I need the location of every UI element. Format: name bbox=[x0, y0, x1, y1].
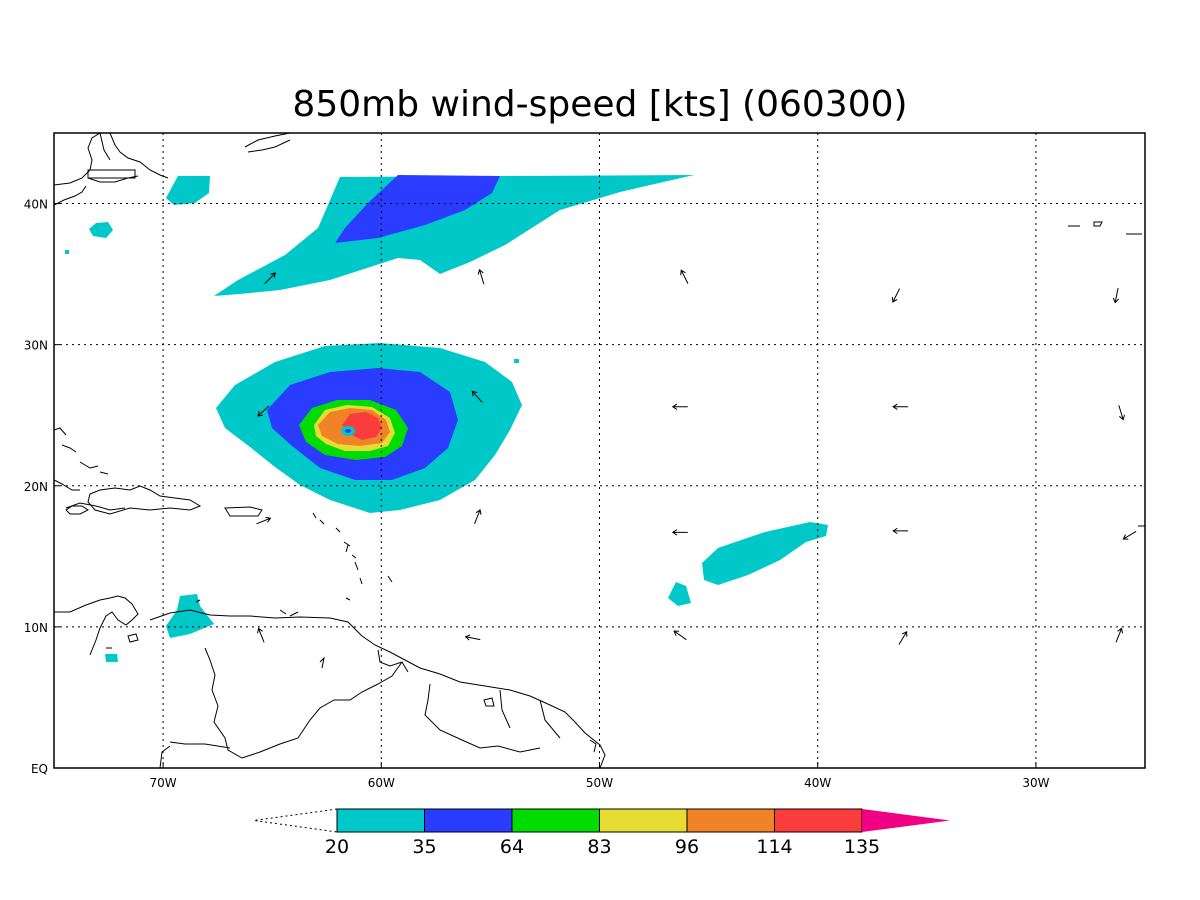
colorbar-level-label: 83 bbox=[587, 836, 611, 858]
coast-guianas-borders bbox=[159, 647, 561, 768]
colorbar-level-label: 20 bbox=[325, 836, 349, 858]
lat-tick-label: 40N bbox=[24, 198, 48, 212]
wind-arrow bbox=[891, 288, 901, 303]
colorbar-level-label: 64 bbox=[500, 836, 524, 858]
contour-20-east-band bbox=[702, 522, 828, 585]
plot-area bbox=[54, 133, 1145, 768]
wind-arrow bbox=[256, 516, 272, 525]
colorbar-swatch bbox=[424, 808, 513, 833]
wind-arrow bbox=[673, 630, 687, 641]
colorbar-upper-extension bbox=[862, 809, 950, 832]
contour-20-east-spot bbox=[668, 582, 691, 606]
contour-20-nw-blob bbox=[166, 176, 210, 205]
wind-arrow bbox=[474, 508, 482, 524]
wind-arrow bbox=[671, 529, 688, 536]
contour-20-tiny-dot-2 bbox=[514, 359, 519, 363]
contour-35-northern-jet bbox=[335, 175, 500, 243]
map-title: 850mb wind-speed [kts] (060300) bbox=[292, 84, 907, 125]
wind-arrow bbox=[1122, 530, 1137, 540]
wind-arrow bbox=[892, 403, 909, 410]
plot-frame bbox=[53, 132, 1146, 769]
wind-arrow bbox=[898, 630, 908, 645]
coast-north-america-2 bbox=[87, 133, 136, 179]
colorbar-lower-extension bbox=[253, 808, 338, 833]
colorbar-level-label: 96 bbox=[675, 836, 699, 858]
wind-vectors bbox=[256, 268, 1137, 645]
lat-tick-label: 20N bbox=[24, 480, 48, 494]
colorbar-level-label: 135 bbox=[844, 836, 880, 858]
hurricane-eye bbox=[345, 429, 351, 433]
wind-arrow bbox=[1115, 627, 1124, 643]
contour-20-northern-jet bbox=[214, 175, 694, 296]
colorbar-swatch bbox=[336, 808, 425, 833]
colorbar-swatch bbox=[511, 808, 600, 833]
lon-tick-label: 70W bbox=[150, 776, 177, 790]
colorbar-level-label: 114 bbox=[756, 836, 792, 858]
colorbar-swatch bbox=[686, 808, 775, 833]
coast-cuba-bahamas bbox=[54, 427, 126, 511]
wind-arrow bbox=[680, 269, 689, 284]
lat-tick-label: 30N bbox=[24, 339, 48, 353]
wind-arrow bbox=[264, 272, 276, 285]
contour-20-tiny-dot-1 bbox=[65, 250, 69, 254]
wind-arrow bbox=[1118, 405, 1125, 421]
axis-labels: 70W 60W 50W 40W 30W EQ 10N 20N 30N 40N bbox=[24, 198, 1050, 790]
wind-arrow bbox=[471, 390, 483, 403]
graticule bbox=[54, 133, 1145, 768]
coastlines bbox=[54, 133, 1145, 768]
coast-lesser-antilles bbox=[195, 512, 393, 617]
coast-misc-islands bbox=[106, 221, 1145, 753]
contour-20-venezuela-coast bbox=[166, 594, 214, 638]
colorbar-swatch bbox=[599, 808, 688, 833]
lon-tick-label: 40W bbox=[804, 776, 831, 790]
wind-arrow bbox=[477, 268, 485, 285]
colorbar: 20 35 64 83 96 114 135 bbox=[253, 808, 950, 858]
wind-arrow bbox=[892, 527, 909, 535]
coast-hispaniola bbox=[87, 485, 202, 515]
lon-tick-label: 50W bbox=[586, 776, 613, 790]
colorbar-level-label: 35 bbox=[412, 836, 436, 858]
coast-south-america bbox=[54, 595, 606, 768]
contour-20-small-island bbox=[89, 222, 113, 238]
lat-tick-label: EQ bbox=[31, 762, 48, 776]
lon-tick-label: 30W bbox=[1022, 776, 1049, 790]
wind-arrow bbox=[1112, 287, 1119, 304]
wind-shading bbox=[65, 175, 828, 662]
wind-arrow bbox=[671, 403, 688, 410]
lat-tick-label: 10N bbox=[24, 621, 48, 635]
wind-arrow bbox=[257, 627, 265, 643]
contour-20-small-spot bbox=[105, 654, 118, 662]
coast-north-america bbox=[54, 133, 291, 206]
lon-tick-label: 60W bbox=[368, 776, 395, 790]
colorbar-swatch bbox=[774, 808, 863, 833]
coast-jamaica-pr bbox=[65, 505, 263, 517]
wind-arrow bbox=[464, 634, 481, 641]
wind-arrow bbox=[257, 405, 270, 417]
